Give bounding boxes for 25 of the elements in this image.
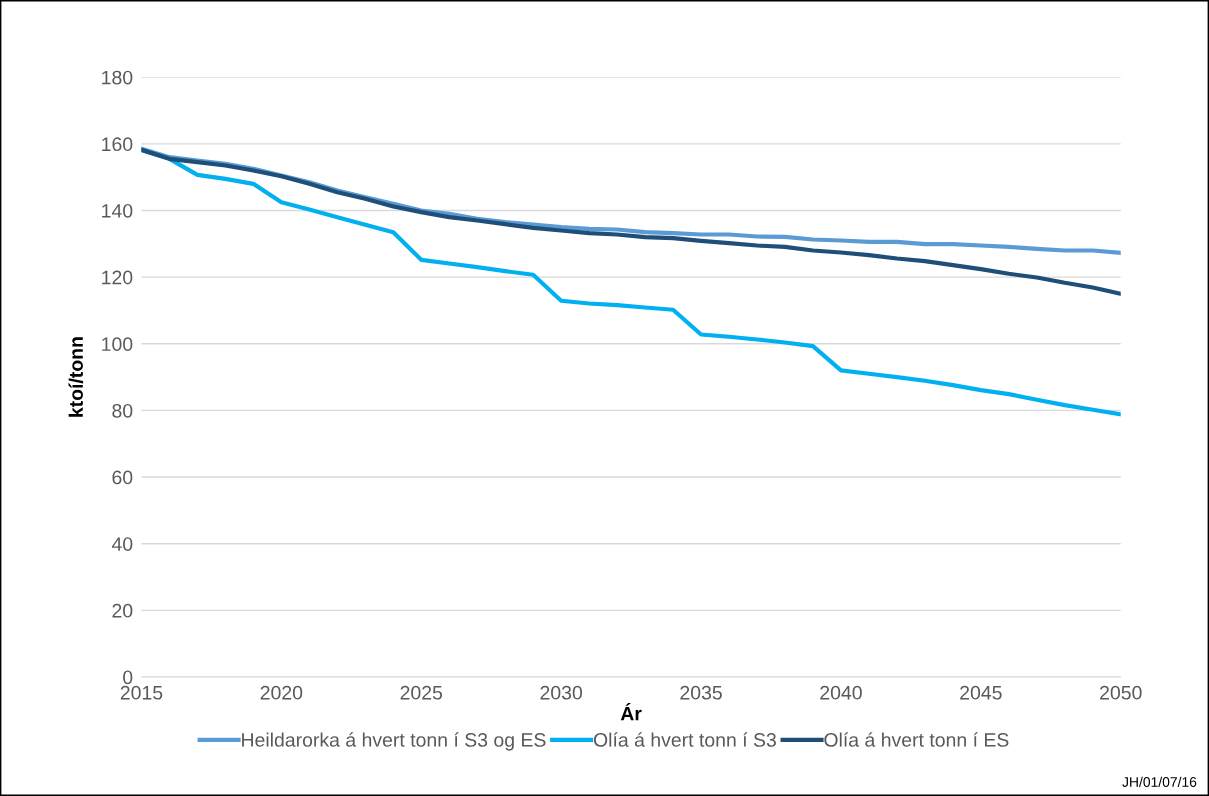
y-tick-label: 100 [102, 337, 133, 352]
line-series [141, 147, 1121, 296]
x-tick-label: 2030 [540, 685, 583, 700]
legend-label: Olía á hvert tonn í S3 [593, 732, 776, 747]
y-tick-label: 140 [102, 203, 133, 218]
x-tick-label: 2045 [960, 685, 1002, 700]
x-tick-label: 2025 [400, 685, 443, 700]
y-tick-label: 20 [112, 603, 133, 618]
x-axis-title: Ár [620, 703, 642, 721]
text: JH/01/07/16 [1122, 776, 1197, 787]
y-tick-label: 120 [102, 270, 133, 285]
y-tick-label: 180 [102, 70, 133, 85]
y-tick-label: 80 [112, 403, 133, 418]
x-tick-label: 2020 [260, 685, 303, 700]
y-tick-label: 0 [123, 670, 133, 685]
y-tick-label: 40 [111, 537, 133, 551]
legend-label: Olía á hvert tonn í ES [824, 732, 1009, 747]
y-tick-label: 60 [112, 470, 133, 485]
x-tick-label: 2015 [120, 685, 163, 700]
x-tick-label: 2050 [1100, 685, 1142, 700]
x-tick-label: 2035 [680, 685, 722, 700]
y-tick-label: 160 [102, 137, 133, 152]
y-axis-title: ktoí/tonn [68, 337, 84, 417]
legend-label: Heildarorka á hvert tonn í S3 og ES [242, 732, 546, 751]
x-tick-label: 2040 [820, 685, 862, 700]
